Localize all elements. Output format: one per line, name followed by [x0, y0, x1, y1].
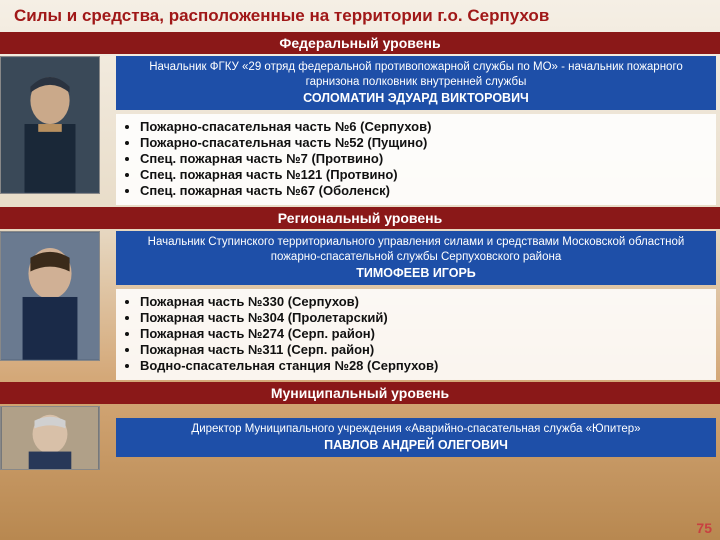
chief-box-federal: Начальник ФГКУ «29 отряд федеральной про… [116, 56, 716, 110]
list-item: Пожарно-спасательная часть №52 (Пущино) [140, 135, 706, 150]
section-municipal: Директор Муниципального учреждения «Авар… [0, 406, 720, 470]
content-federal: Начальник ФГКУ «29 отряд федеральной про… [100, 56, 720, 205]
photo-municipal-chief [0, 406, 100, 470]
chief-title-municipal: Директор Муниципального учреждения «Авар… [124, 422, 708, 437]
list-item: Спец. пожарная часть №121 (Протвино) [140, 167, 706, 182]
level-banner-municipal: Муниципальный уровень [0, 382, 720, 404]
page-number: 75 [696, 520, 712, 536]
chief-name-regional: ТИМОФЕЕВ ИГОРЬ [124, 265, 708, 281]
list-item: Спец. пожарная часть №7 (Протвино) [140, 151, 706, 166]
list-item: Пожарная часть №330 (Серпухов) [140, 294, 706, 309]
level-banner-regional: Региональный уровень [0, 207, 720, 229]
chief-name-municipal: ПАВЛОВ АНДРЕЙ ОЛЕГОВИЧ [124, 437, 708, 453]
page-title: Силы и средства, расположенные на террит… [0, 0, 720, 30]
list-item: Пожарно-спасательная часть №6 (Серпухов) [140, 119, 706, 134]
photo-federal-chief [0, 56, 100, 194]
level-banner-federal: Федеральный уровень [0, 32, 720, 54]
units-regional: Пожарная часть №330 (Серпухов) Пожарная … [116, 289, 716, 380]
list-item: Пожарная часть №311 (Серп. район) [140, 342, 706, 357]
chief-box-regional: Начальник Ступинского территориального у… [116, 231, 716, 285]
chief-name-federal: СОЛОМАТИН ЭДУАРД ВИКТОРОВИЧ [124, 90, 708, 106]
list-item: Спец. пожарная часть №67 (Оболенск) [140, 183, 706, 198]
chief-title-federal: Начальник ФГКУ «29 отряд федеральной про… [124, 60, 708, 90]
photo-regional-chief [0, 231, 100, 361]
list-item: Водно-спасательная станция №28 (Серпухов… [140, 358, 706, 373]
list-item: Пожарная часть №304 (Пролетарский) [140, 310, 706, 325]
units-federal: Пожарно-спасательная часть №6 (Серпухов)… [116, 114, 716, 205]
content-municipal: Директор Муниципального учреждения «Авар… [100, 406, 720, 470]
chief-box-municipal: Директор Муниципального учреждения «Авар… [116, 418, 716, 457]
list-item: Пожарная часть №274 (Серп. район) [140, 326, 706, 341]
chief-title-regional: Начальник Ступинского территориального у… [124, 235, 708, 265]
content-regional: Начальник Ступинского территориального у… [100, 231, 720, 380]
section-federal: Начальник ФГКУ «29 отряд федеральной про… [0, 56, 720, 205]
section-regional: Начальник Ступинского территориального у… [0, 231, 720, 380]
